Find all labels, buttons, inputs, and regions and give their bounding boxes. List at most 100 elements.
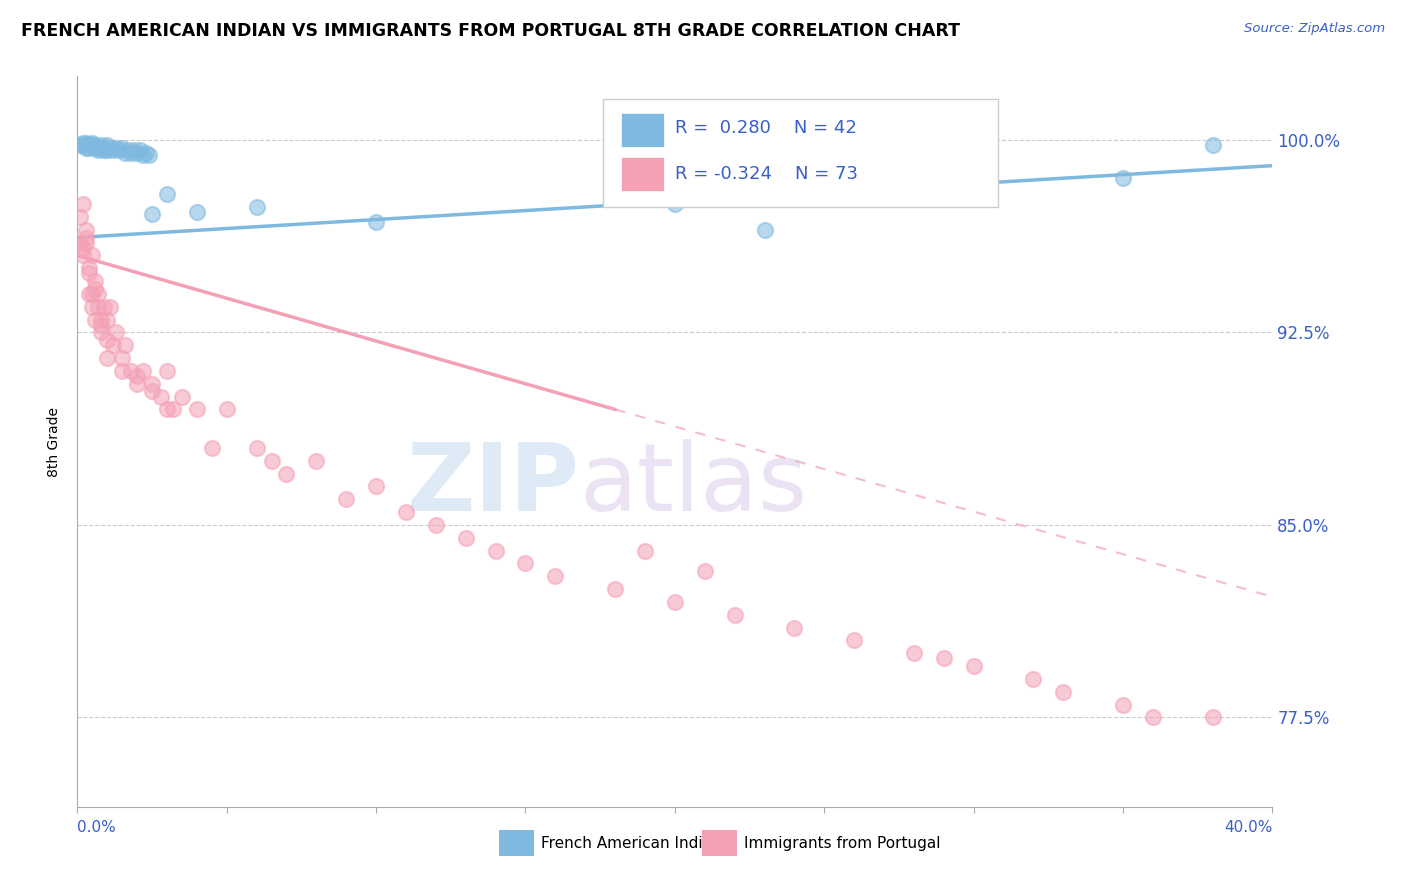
Point: [395, 505, 418, 519]
Point: [186, 402, 208, 417]
Text: atlas: atlas: [579, 440, 807, 532]
Point: [127, 369, 149, 384]
Point: [87, 143, 110, 157]
Point: [1202, 710, 1225, 724]
Point: [72, 136, 94, 150]
Point: [75, 230, 97, 244]
Text: FRENCH AMERICAN INDIAN VS IMMIGRANTS FROM PORTUGAL 8TH GRADE CORRELATION CHART: FRENCH AMERICAN INDIAN VS IMMIGRANTS FRO…: [21, 22, 960, 40]
Point: [79, 287, 101, 301]
Point: [425, 518, 447, 533]
Point: [79, 261, 101, 276]
Point: [82, 300, 104, 314]
Point: [903, 646, 925, 660]
Text: Immigrants from Portugal: Immigrants from Portugal: [744, 836, 941, 851]
Point: [515, 557, 537, 571]
Point: [75, 223, 97, 237]
Point: [111, 364, 134, 378]
Point: [90, 138, 112, 153]
Point: [335, 492, 357, 507]
Point: [79, 141, 101, 155]
Point: [93, 143, 115, 157]
Point: [82, 248, 104, 262]
Point: [96, 138, 118, 153]
Point: [754, 223, 776, 237]
Point: [1142, 710, 1164, 724]
Point: [129, 143, 152, 157]
Point: [260, 454, 283, 468]
Y-axis label: 8th Grade: 8th Grade: [48, 407, 62, 476]
Point: [156, 402, 179, 417]
Point: [544, 569, 567, 583]
Point: [276, 467, 298, 481]
Point: [634, 543, 657, 558]
Point: [84, 274, 107, 288]
Point: [120, 145, 142, 160]
Point: [84, 138, 107, 153]
Point: [90, 141, 112, 155]
Point: [664, 595, 686, 609]
Point: [127, 145, 149, 160]
FancyBboxPatch shape: [703, 830, 737, 856]
Point: [75, 141, 97, 155]
Point: [111, 351, 134, 365]
Point: [485, 543, 508, 558]
Point: [72, 138, 94, 153]
Point: [120, 364, 142, 378]
Point: [132, 148, 155, 162]
FancyBboxPatch shape: [621, 157, 664, 191]
Point: [1052, 685, 1074, 699]
Point: [246, 200, 269, 214]
Point: [98, 141, 121, 155]
Point: [79, 138, 101, 153]
Point: [72, 248, 94, 262]
Point: [79, 267, 101, 281]
Text: ZIP: ZIP: [406, 440, 579, 532]
Point: [82, 136, 104, 150]
Point: [844, 633, 866, 648]
Point: [96, 312, 118, 326]
Text: R = -0.324    N = 73: R = -0.324 N = 73: [675, 165, 858, 183]
Point: [783, 621, 806, 635]
Point: [90, 326, 112, 340]
Point: [963, 659, 986, 673]
Point: [454, 531, 477, 545]
Point: [98, 300, 121, 314]
Point: [162, 402, 184, 417]
Point: [150, 390, 173, 404]
Point: [93, 141, 115, 155]
Point: [1112, 171, 1135, 186]
Point: [108, 143, 131, 157]
Point: [186, 204, 208, 219]
Point: [132, 364, 155, 378]
Point: [87, 287, 110, 301]
Point: [201, 441, 224, 455]
Point: [90, 312, 112, 326]
Point: [82, 138, 104, 153]
Text: 0.0%: 0.0%: [77, 821, 117, 836]
Point: [156, 364, 179, 378]
Point: [114, 145, 136, 160]
Point: [111, 141, 134, 155]
Point: [84, 312, 107, 326]
Point: [1112, 698, 1135, 712]
FancyBboxPatch shape: [621, 113, 664, 147]
Point: [90, 318, 112, 332]
Point: [96, 333, 118, 347]
Text: R =  0.280    N = 42: R = 0.280 N = 42: [675, 120, 856, 137]
Point: [75, 235, 97, 250]
Point: [664, 197, 686, 211]
Point: [170, 390, 193, 404]
FancyBboxPatch shape: [603, 99, 998, 208]
Point: [246, 441, 269, 455]
Point: [305, 454, 328, 468]
Point: [72, 197, 94, 211]
Point: [96, 143, 118, 157]
Point: [103, 143, 124, 157]
Point: [93, 300, 115, 314]
Point: [84, 141, 107, 155]
Point: [135, 145, 157, 160]
Point: [122, 143, 145, 157]
Point: [141, 376, 163, 391]
Point: [1022, 672, 1045, 686]
Text: Source: ZipAtlas.com: Source: ZipAtlas.com: [1244, 22, 1385, 36]
